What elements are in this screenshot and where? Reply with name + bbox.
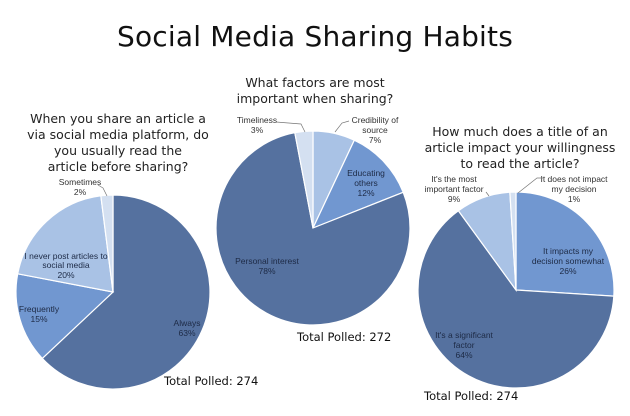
pie-slice <box>311 139 404 230</box>
slice-pct-credibility: 7% <box>369 135 382 145</box>
slice-label-always: Always <box>174 318 201 328</box>
pie-chart-title-impact <box>417 191 615 389</box>
pie-slice <box>515 191 615 297</box>
chart2-total-polled: Total Polled: 272 <box>297 330 392 344</box>
pie-slice <box>417 209 615 389</box>
pie-slice <box>15 273 115 360</box>
slice-label-timeliness: Timeliness <box>237 115 277 125</box>
slice-label-most-important: It's the most <box>431 174 477 184</box>
slice-label-credibility: Credibility of <box>352 115 399 125</box>
pie-slice <box>215 132 411 326</box>
slice-pct-impacts-somewhat: 26% <box>559 266 576 276</box>
slice-pct-educating: 12% <box>357 188 374 198</box>
leader-line <box>517 177 543 194</box>
slice-label-credibility: source <box>362 125 388 135</box>
slice-label-never-post: social media <box>42 260 90 270</box>
page-title: Social Media Sharing Habits <box>116 20 514 53</box>
slice-pct-does-not-impact: 1% <box>568 194 581 204</box>
slice-pct-significant: 64% <box>455 350 472 360</box>
slice-pct-never-post: 20% <box>57 270 74 280</box>
chart3-question-line: to read the article? <box>460 156 580 171</box>
chart1-question-line: article before sharing? <box>47 159 189 174</box>
slice-label-never-post: I never post articles to <box>24 251 107 261</box>
pie-slice <box>41 194 211 390</box>
chart1-question-line: When you share an article a <box>30 111 206 126</box>
slice-pct-most-important: 9% <box>448 194 461 204</box>
chart1-question: When you share an article a via social m… <box>8 111 228 175</box>
slice-label-frequently: Frequently <box>19 304 60 314</box>
chart2-question-line: What factors are most <box>245 75 385 90</box>
slice-label-does-not-impact: It does not impact <box>540 174 608 184</box>
pie-slice <box>294 130 314 229</box>
chart3-question-line: article impact your willingness <box>424 140 616 155</box>
chart3-question-line: How much does a title of an <box>432 124 608 139</box>
pie-chart-sharing-factors <box>215 130 411 326</box>
slice-label-most-important: important factor <box>424 184 483 194</box>
slice-pct-always: 63% <box>178 328 195 338</box>
slice-label-does-not-impact: my decision <box>552 184 597 194</box>
slice-label-educating: others <box>354 178 378 188</box>
chart2-question-line: important when sharing? <box>236 91 394 106</box>
slice-pct-sometimes: 2% <box>74 187 87 197</box>
leader-line <box>485 191 490 197</box>
slice-pct-timeliness: 3% <box>251 125 264 135</box>
chart3-question: How much does a title of an article impa… <box>410 124 630 172</box>
slice-label-educating: Educating <box>347 168 385 178</box>
chart1-question-line: via social media platform, do <box>27 127 209 142</box>
slice-label-sometimes: Sometimes <box>59 177 102 187</box>
slice-label-personal-interest: Personal interest <box>235 256 299 266</box>
leader-line <box>334 120 350 133</box>
pie-chart-read-before-sharing <box>15 194 211 390</box>
slice-pct-frequently: 15% <box>30 314 47 324</box>
chart3-total-polled: Total Polled: 274 <box>424 389 519 403</box>
leader-line <box>97 184 108 197</box>
slice-pct-personal-interest: 78% <box>258 266 275 276</box>
pie-slice <box>509 191 517 291</box>
slice-label-impacts-somewhat: decision somewhat <box>532 256 605 266</box>
chart1-total-polled: Total Polled: 274 <box>164 374 259 388</box>
slice-label-significant: factor <box>453 340 474 350</box>
leader-line <box>275 121 306 133</box>
slice-label-impacts-somewhat: It impacts my <box>543 246 594 256</box>
chart2-question: What factors are most important when sha… <box>215 75 415 107</box>
slice-label-significant: It's a significant <box>435 330 493 340</box>
pie-slice <box>17 195 114 293</box>
chart1-question-line: you usually read the <box>54 143 182 158</box>
